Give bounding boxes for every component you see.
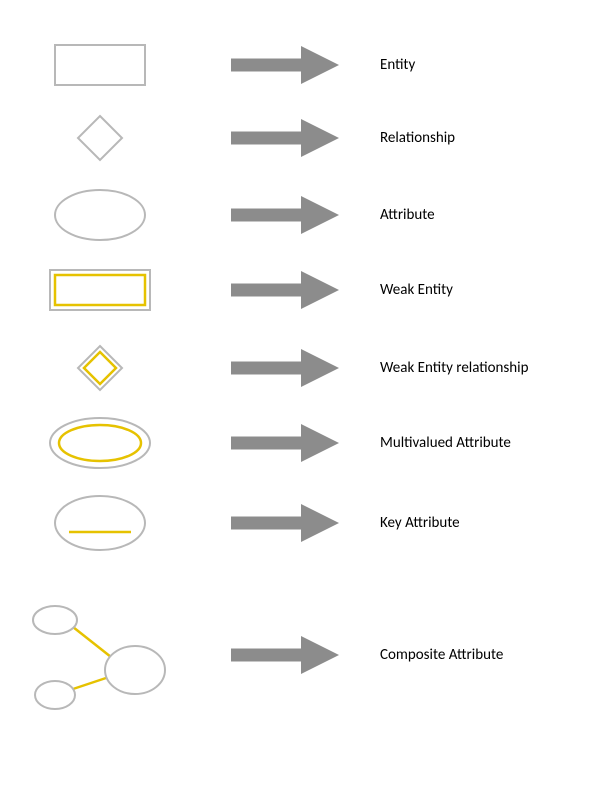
arrow-icon [200,349,370,387]
legend-row: Multivalued Attribute [0,413,600,473]
legend-row: Weak Entity relationship [0,338,600,398]
key-ellipse-shape [0,494,200,552]
legend-label: Weak Entity [380,281,453,299]
arrow-icon [200,424,370,462]
legend-label: Relationship [380,129,455,147]
legend-label: Composite Attribute [380,646,503,664]
legend-row: Key Attribute [0,493,600,553]
legend-row: Attribute [0,185,600,245]
legend-label: Key Attribute [380,514,460,532]
legend-row: Entity [0,35,600,95]
legend-row: Composite Attribute [0,595,600,715]
arrow-icon [200,119,370,157]
legend-row: Relationship [0,108,600,168]
legend-row: Weak Entity [0,260,600,320]
arrow-icon [200,196,370,234]
legend-label-cell: Multivalued Attribute [370,434,600,452]
diamond-shape [0,114,200,162]
legend-label: Entity [380,56,415,74]
legend-label-cell: Weak Entity [370,281,600,299]
composite-shape [0,595,200,715]
multi-ellipse-shape [0,416,200,470]
legend-label-cell: Weak Entity relationship [370,359,600,377]
weak-diamond-shape [0,344,200,392]
ellipse-shape [0,188,200,242]
legend-label-cell: Attribute [370,206,600,224]
arrow-icon [200,271,370,309]
legend-label-cell: Entity [370,56,600,74]
arrow-icon [200,504,370,542]
arrow-icon [200,46,370,84]
legend-label: Weak Entity relationship [380,359,528,377]
legend-label: Multivalued Attribute [380,434,511,452]
legend-label-cell: Relationship [370,129,600,147]
legend-label-cell: Composite Attribute [370,646,600,664]
legend-label-cell: Key Attribute [370,514,600,532]
arrow-icon [200,636,370,674]
weak-rectangle-shape [0,268,200,312]
rectangle-shape [0,43,200,87]
legend-label: Attribute [380,206,435,224]
